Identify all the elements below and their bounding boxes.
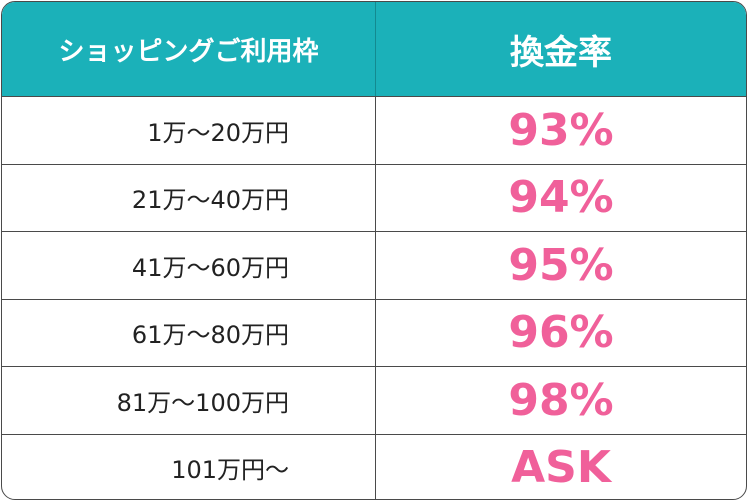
table-row: 1万〜20万円 93%: [2, 96, 746, 164]
rate-cell: 95%: [508, 239, 614, 291]
rate-cell: 93%: [508, 104, 614, 156]
rate-cell: 94%: [508, 172, 614, 224]
table-row: 101万円〜 ASK: [2, 433, 746, 499]
limit-cell: 41万〜60万円: [2, 232, 376, 299]
rate-cell: 98%: [508, 374, 614, 426]
header-row: ショッピングご利用枠 換金率: [2, 2, 746, 96]
limit-cell: 81万〜100万円: [2, 367, 376, 434]
table-row: 81万〜100万円 98%: [2, 366, 746, 434]
rate-cell: ASK: [511, 442, 611, 494]
rate-cell: 96%: [508, 307, 614, 359]
limit-cell: 21万〜40万円: [2, 164, 376, 231]
table-row: 41万〜60万円 95%: [2, 231, 746, 299]
table-row: 21万〜40万円 94%: [2, 163, 746, 231]
limit-cell: 1万〜20万円: [2, 97, 376, 164]
header-cell: ショッピングご利用枠: [2, 2, 376, 96]
limit-cell: 61万〜80万円: [2, 299, 376, 366]
header-cell: 換金率: [510, 32, 612, 73]
limit-cell: 101万円〜: [2, 434, 376, 499]
table-row: 61万〜80万円 96%: [2, 298, 746, 366]
